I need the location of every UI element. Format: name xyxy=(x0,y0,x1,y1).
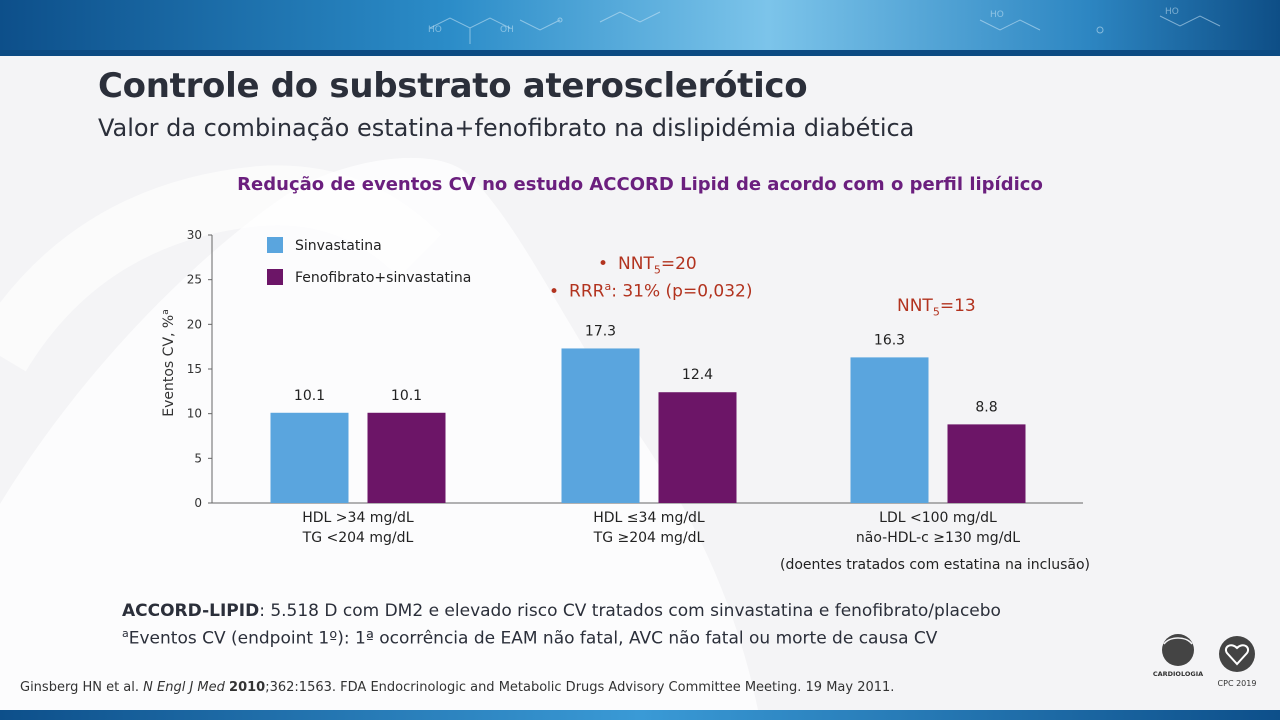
y-tick-label: 0 xyxy=(194,496,202,510)
bar-value-label: 10.1 xyxy=(391,388,422,404)
cpc-logo-text: CPC 2019 xyxy=(1218,679,1257,688)
chem-label: OH xyxy=(500,25,514,35)
bar-value-label: 12.4 xyxy=(682,367,713,383)
y-axis-label: Eventos CV, %a xyxy=(161,309,177,417)
reference: Ginsberg HN et al. N Engl J Med 2010;362… xyxy=(20,680,894,695)
reference-authors: Ginsberg HN et al. xyxy=(20,680,144,695)
y-tick-label: 30 xyxy=(187,228,202,242)
chart-title: Redução de eventos CV no estudo ACCORD L… xyxy=(237,174,1043,195)
bar-value-label: 8.8 xyxy=(975,399,997,415)
nnt-subscript: 5 xyxy=(653,263,661,277)
nnt-annotation-hdl-low: • NNT5=20 xyxy=(598,254,697,276)
legend-swatch xyxy=(267,237,283,253)
y-axis-label-superscript: a xyxy=(161,309,171,315)
rrr-value: : 31% (p=0,032) xyxy=(611,281,753,302)
reference-journal: N Engl J Med xyxy=(143,680,225,695)
bullet-icon: • xyxy=(549,281,560,302)
footer-bar xyxy=(0,710,1280,720)
rrr-annotation: • RRRa: 31% (p=0,032) xyxy=(549,280,753,302)
y-tick-label: 20 xyxy=(187,317,202,331)
bar-fenofibrato-sinvastatina xyxy=(658,392,737,503)
bar-sinvastatina xyxy=(850,357,929,503)
chem-label: HO xyxy=(428,25,442,35)
study-description: : 5.518 D com DM2 e elevado risco CV tra… xyxy=(259,601,1001,621)
endpoint-note: aEventos CV (endpoint 1º): 1ª ocorrência… xyxy=(122,627,937,649)
spc-logo-text: CARDIOLOGIA xyxy=(1153,670,1203,678)
reference-rest: ;362:1563. FDA Endocrinologic and Metabo… xyxy=(265,680,895,695)
bar-sinvastatina xyxy=(270,412,349,503)
study-note: ACCORD-LIPID: 5.518 D com DM2 e elevado … xyxy=(122,601,1001,621)
nnt-label: NNT xyxy=(897,296,933,316)
bullet-icon: • xyxy=(598,254,609,274)
reference-year: 2010 xyxy=(229,680,266,695)
y-tick-label: 5 xyxy=(194,451,202,465)
bar-value-label: 17.3 xyxy=(585,323,616,339)
banner-strip xyxy=(0,50,1280,56)
bar-sinvastatina xyxy=(561,348,640,503)
legend-label: Fenofibrato+sinvastatina xyxy=(295,270,471,286)
y-tick-label: 10 xyxy=(187,407,202,421)
category-label: LDL <100 mg/dL xyxy=(879,510,997,526)
legend-label: Sinvastatina xyxy=(295,238,382,254)
spc-logo: CARDIOLOGIA xyxy=(1153,634,1203,678)
page-title: Controle do substrato aterosclerótico xyxy=(98,66,808,106)
nnt-value: =20 xyxy=(660,254,697,274)
cpc-heart-icon xyxy=(1219,636,1255,672)
nnt-value: =13 xyxy=(939,296,976,316)
category-label: TG <204 mg/dL xyxy=(302,530,414,546)
bar-fenofibrato-sinvastatina xyxy=(947,424,1026,503)
chem-label: HO xyxy=(1165,7,1179,17)
cpc-logo: CPC 2019 xyxy=(1218,636,1257,688)
category-label: TG ≥204 mg/dL xyxy=(593,530,705,546)
category-label: HDL ≤34 mg/dL xyxy=(593,510,705,526)
y-tick-label: 15 xyxy=(187,362,202,376)
endpoint-superscript: a xyxy=(122,627,129,640)
bar-chart: 0 5 10 15 20 25 30 Eventos CV, %a 10.1 17.3 16.3 10… xyxy=(161,228,1090,573)
rrr-label: RRR xyxy=(569,281,605,302)
legend-swatch xyxy=(267,269,283,285)
molecule-pattern-icon: HO OH HO HO xyxy=(428,7,1221,44)
page-subtitle: Valor da combinação estatina+fenofibrato… xyxy=(98,114,915,142)
nnt-annotation-ldl: NNT5=13 xyxy=(897,296,976,318)
header-banner: HO OH HO HO xyxy=(0,0,1280,56)
endpoint-description: Eventos CV (endpoint 1º): 1ª ocorrência … xyxy=(128,628,938,649)
rrr-superscript: a xyxy=(604,280,612,293)
category-label: HDL >34 mg/dL xyxy=(302,510,414,526)
category-label: não-HDL-c ≥130 mg/dL xyxy=(856,530,1020,546)
nnt-label: NNT xyxy=(618,254,654,274)
study-name: ACCORD-LIPID xyxy=(122,601,260,621)
bar-fenofibrato-sinvastatina xyxy=(367,412,446,503)
chart-footnote: (doentes tratados com estatina na inclus… xyxy=(780,557,1090,573)
spc-heart-icon xyxy=(1162,634,1194,666)
bar-value-label: 10.1 xyxy=(294,388,325,404)
chem-label: HO xyxy=(990,10,1004,20)
bar-value-label: 16.3 xyxy=(874,332,905,348)
nnt-subscript: 5 xyxy=(932,305,940,319)
y-tick-label: 25 xyxy=(187,273,202,287)
